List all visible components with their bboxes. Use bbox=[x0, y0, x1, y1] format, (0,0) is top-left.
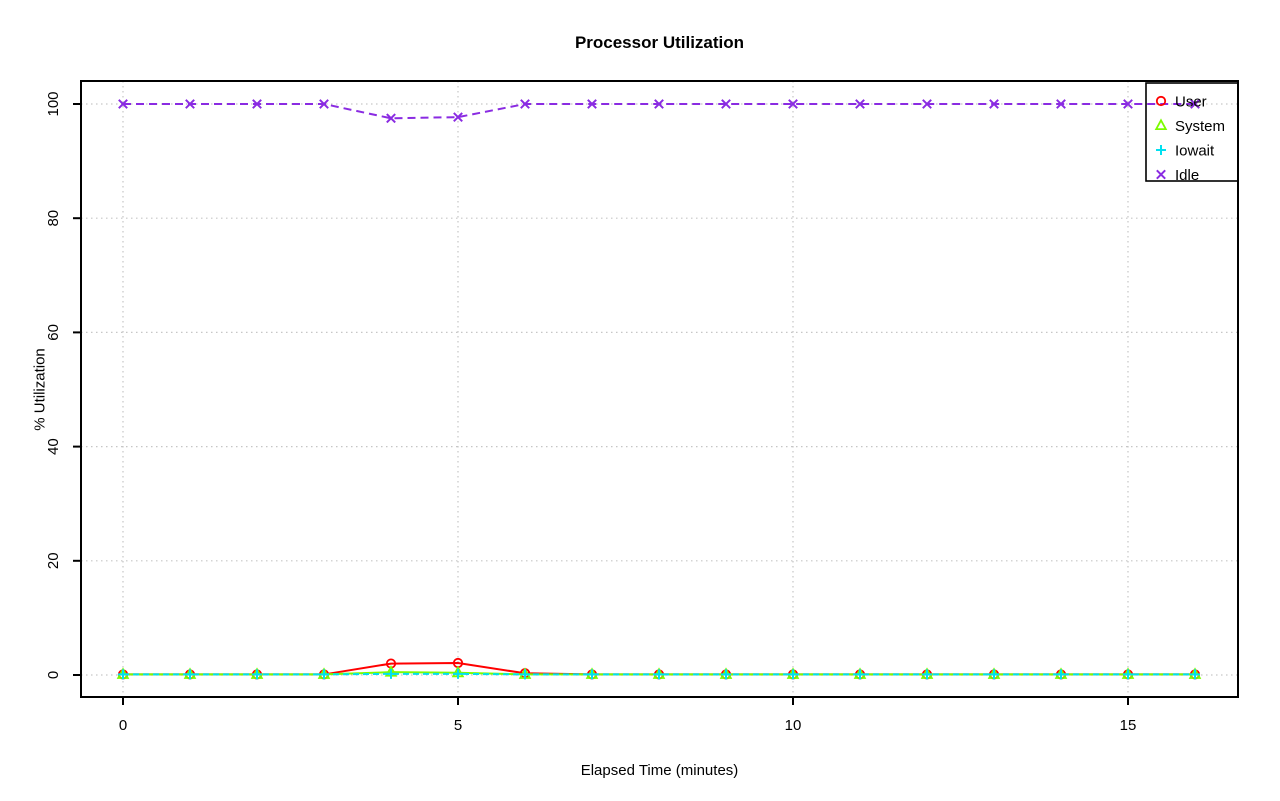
y-tick-label: 40 bbox=[45, 438, 62, 455]
data-point-iowait bbox=[654, 669, 664, 680]
plot-border bbox=[80, 80, 1239, 698]
y-tick-label: 100 bbox=[45, 91, 62, 116]
y-tick-label: 20 bbox=[45, 552, 62, 569]
data-point-iowait bbox=[319, 669, 329, 680]
y-axis-label: % Utilization bbox=[31, 348, 49, 431]
data-point-iowait bbox=[989, 669, 999, 680]
data-point-idle bbox=[721, 99, 731, 109]
data-point-iowait bbox=[855, 669, 865, 680]
axis-layer: 0 5 10 15 0 20 40 60 80 100 bbox=[45, 80, 1239, 734]
data-point-idle bbox=[319, 99, 329, 109]
x-axis-label: Elapsed Time (minutes) bbox=[580, 762, 739, 779]
data-point-iowait bbox=[386, 668, 396, 679]
data-point-idle bbox=[989, 99, 999, 109]
legend-box bbox=[1145, 82, 1239, 182]
data-point-iowait bbox=[453, 668, 463, 679]
data-point-iowait bbox=[185, 669, 195, 680]
data-point-idle bbox=[855, 99, 865, 109]
data-point-iowait bbox=[721, 669, 731, 680]
series-line-iowait bbox=[123, 672, 1195, 676]
y-tick-label: 80 bbox=[45, 210, 62, 227]
data-point-iowait bbox=[922, 669, 932, 680]
legend-marker-iowait bbox=[1156, 145, 1166, 155]
x-tick-label: 5 bbox=[454, 717, 462, 734]
data-point-idle bbox=[520, 99, 530, 109]
data-point-iowait bbox=[118, 669, 128, 680]
data-point-idle bbox=[788, 99, 798, 109]
data-point-idle bbox=[1056, 99, 1066, 109]
x-tick-label: 10 bbox=[785, 717, 802, 734]
y-tick-label: 0 bbox=[45, 671, 62, 679]
data-point-iowait bbox=[1056, 669, 1066, 680]
data-point-idle bbox=[1190, 99, 1200, 109]
data-point-idle bbox=[386, 113, 396, 124]
legend-label-iowait: Iowait bbox=[1175, 143, 1215, 160]
data-point-idle bbox=[922, 99, 932, 109]
x-tick-label: 15 bbox=[1120, 717, 1137, 734]
legend-label-idle: Idle bbox=[1175, 167, 1199, 184]
chart-title: Processor Utilization bbox=[574, 33, 745, 52]
series-layer bbox=[116, 99, 1202, 680]
legend-marker-system bbox=[1154, 118, 1168, 131]
legend-label-user: User bbox=[1175, 94, 1207, 111]
data-point-idle bbox=[1123, 99, 1133, 109]
data-point-idle bbox=[654, 99, 664, 109]
data-point-idle bbox=[252, 99, 262, 109]
data-point-idle bbox=[587, 99, 597, 109]
legend-marker-user bbox=[1155, 95, 1167, 107]
series-line-idle bbox=[123, 103, 1195, 120]
legend: User System Iowait Idle bbox=[1145, 82, 1239, 184]
data-point-iowait bbox=[520, 669, 530, 680]
legend-marker-idle bbox=[1156, 169, 1166, 180]
data-point-idle bbox=[118, 99, 128, 109]
data-point-idle bbox=[185, 99, 195, 109]
data-point-iowait bbox=[788, 669, 798, 680]
data-point-idle bbox=[453, 112, 463, 123]
data-point-iowait bbox=[1123, 669, 1133, 680]
data-point-iowait bbox=[252, 669, 262, 680]
legend-label-system: System bbox=[1175, 118, 1225, 135]
y-tick-label: 60 bbox=[45, 324, 62, 341]
x-tick-label: 0 bbox=[119, 717, 127, 734]
grid-layer bbox=[81, 81, 1238, 697]
data-point-iowait bbox=[587, 669, 597, 680]
data-point-iowait bbox=[1190, 669, 1200, 680]
